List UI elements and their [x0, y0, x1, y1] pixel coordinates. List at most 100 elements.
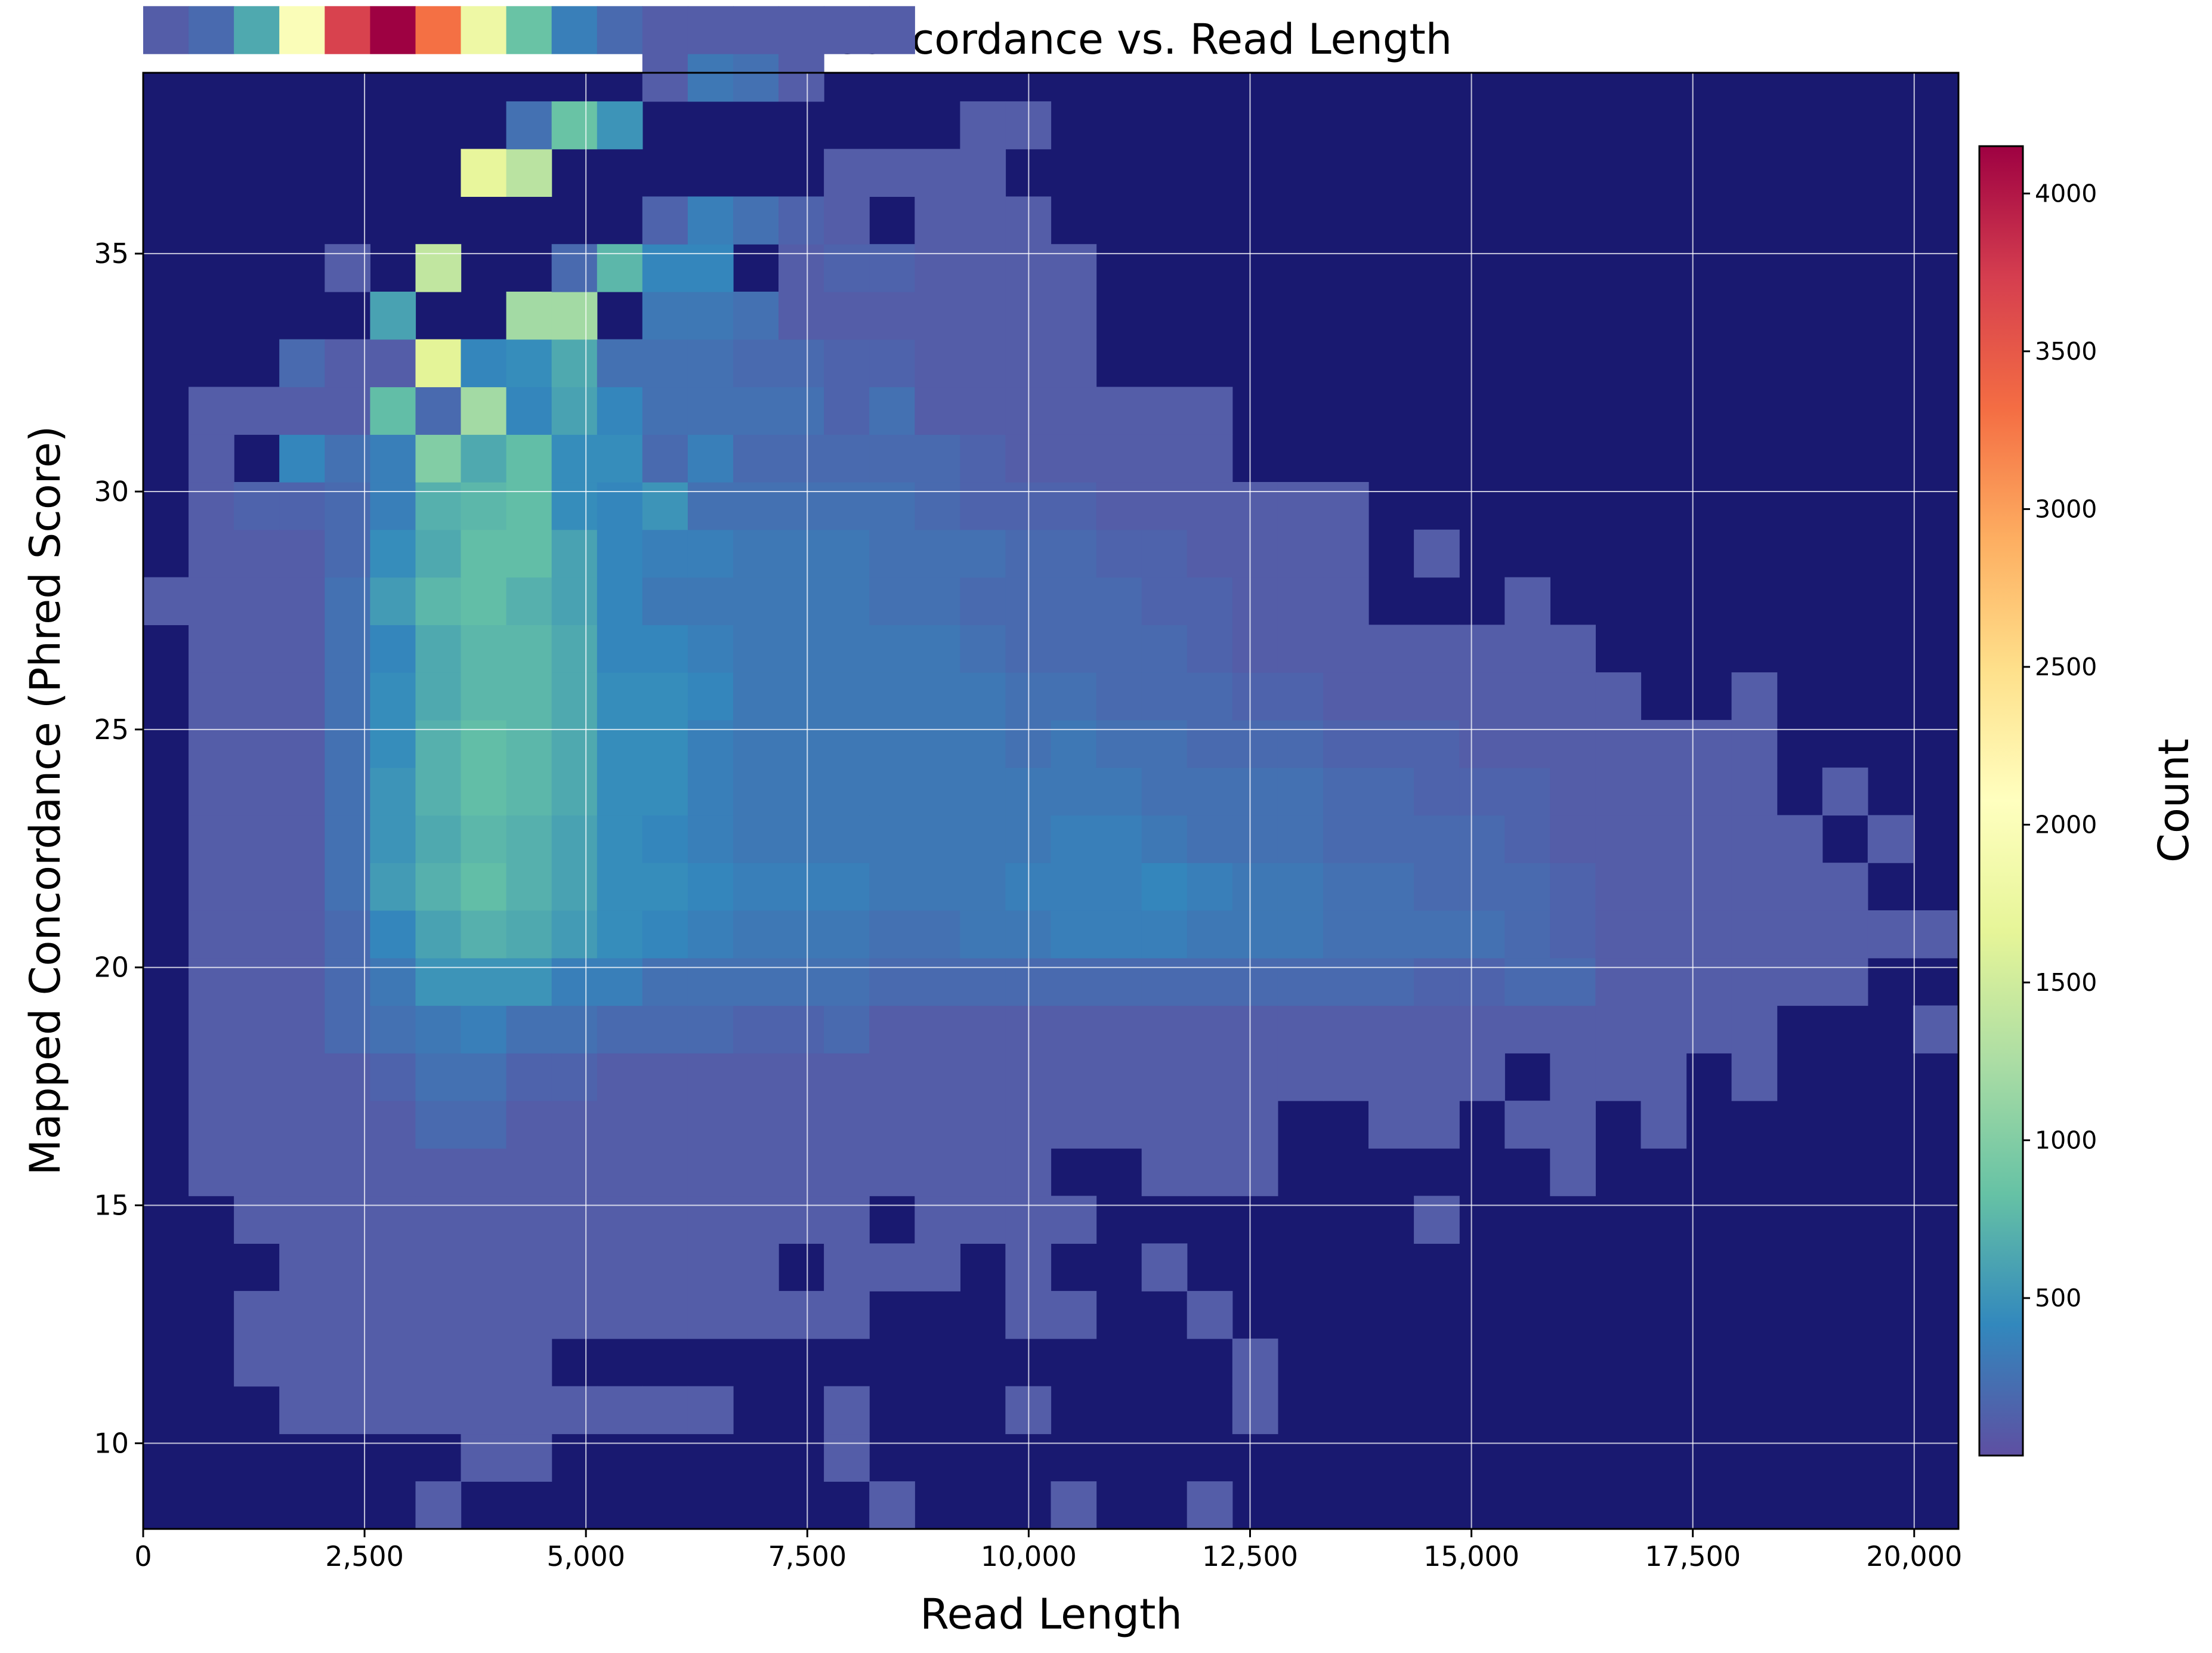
heatmap-cell: [551, 1195, 598, 1244]
heatmap-cell: [824, 387, 870, 435]
heatmap-cell: [1641, 767, 1687, 816]
heatmap-cell: [1550, 625, 1596, 673]
heatmap-cell: [1459, 957, 1505, 1006]
heatmap-cell: [551, 482, 598, 530]
heatmap-cell: [1187, 815, 1233, 863]
heatmap-cell: [461, 1195, 507, 1244]
heatmap-cell: [1731, 815, 1778, 863]
heatmap-cell: [370, 863, 416, 911]
heatmap-cell: [733, 434, 779, 483]
heatmap-cell: [869, 387, 915, 435]
heatmap-cell: [325, 767, 370, 816]
heatmap-cell: [960, 529, 1006, 578]
heatmap-cell: [1822, 910, 1868, 959]
heatmap-cell: [279, 6, 325, 54]
heatmap-cell: [506, 387, 552, 435]
heatmap-cell: [551, 767, 598, 816]
heatmap-cell: [1277, 719, 1324, 768]
heatmap-cell: [370, 1243, 416, 1291]
heatmap-cell: [642, 1053, 688, 1101]
heatmap-cell: [1096, 625, 1142, 673]
heatmap-cell: [415, 910, 462, 959]
heatmap-cell: [642, 672, 688, 721]
heatmap-cell: [824, 1148, 870, 1197]
heatmap-cell: [642, 529, 688, 578]
heatmap-cell: [234, 1148, 280, 1197]
heatmap-cell: [234, 1005, 280, 1053]
heatmap-cell: [461, 767, 507, 816]
heatmap-cell: [687, 1195, 734, 1244]
heatmap-cell: [824, 957, 870, 1006]
heatmap-cell: [597, 1148, 643, 1197]
heatmap-cell: [1323, 625, 1369, 673]
heatmap-cell: [1187, 577, 1233, 625]
heatmap-cell: [1414, 1005, 1460, 1053]
heatmap-cell: [1368, 1005, 1414, 1053]
heatmap-cell: [1414, 1053, 1460, 1101]
heatmap-cell: [1459, 863, 1505, 911]
heatmap-cell: [1277, 1053, 1324, 1101]
heatmap-cell: [551, 910, 598, 959]
heatmap-cell: [687, 719, 734, 768]
heatmap-cell: [234, 1101, 280, 1149]
x-tick-label: 5,000: [546, 1540, 625, 1572]
x-tick-label: 20,000: [1866, 1540, 1962, 1572]
heatmap-cell: [189, 1005, 234, 1053]
heatmap-cell: [1550, 815, 1596, 863]
heatmap-cell: [279, 1101, 325, 1149]
heatmap-cell: [1096, 1053, 1142, 1101]
heatmap-cell: [824, 291, 870, 340]
heatmap-cell: [461, 910, 507, 959]
heatmap-cell: [1414, 767, 1460, 816]
heatmap-cell: [461, 625, 507, 673]
heatmap-cell: [597, 1101, 643, 1149]
heatmap-cell: [415, 1243, 462, 1291]
y-tick-label: 15: [94, 1189, 129, 1222]
x-tick-label: 2,500: [325, 1540, 404, 1572]
heatmap-cell: [1096, 434, 1142, 483]
heatmap-cell: [1686, 910, 1732, 959]
heatmap-cell: [1686, 863, 1732, 911]
heatmap-cell: [551, 339, 598, 388]
heatmap-cell: [687, 815, 734, 863]
heatmap-cell: [1414, 529, 1460, 578]
heatmap-cell: [1096, 1005, 1142, 1053]
heatmap-cell: [1504, 1005, 1550, 1053]
heatmap-cell: [1141, 1101, 1188, 1149]
heatmap-cell: [642, 719, 688, 768]
heatmap-cell: [642, 482, 688, 530]
heatmap-cell: [1141, 815, 1188, 863]
heatmap-cell: [597, 482, 643, 530]
y-axis-title: Mapped Concordance (Phred Score): [21, 426, 70, 1176]
heatmap-cell: [279, 672, 325, 721]
heatmap-cell: [1051, 863, 1097, 911]
heatmap-cell: [415, 529, 462, 578]
heatmap-cell: [642, 1101, 688, 1149]
heatmap-cell: [1459, 815, 1505, 863]
heatmap-cell: [506, 719, 552, 768]
heatmap-cell: [824, 719, 870, 768]
heatmap-cell: [370, 434, 416, 483]
heatmap-cell: [461, 672, 507, 721]
heatmap-cell: [1686, 767, 1732, 816]
heatmap-cell: [733, 719, 779, 768]
heatmap-cell: [687, 482, 734, 530]
heatmap-cell: [824, 672, 870, 721]
x-tick-label: 10,000: [981, 1540, 1077, 1572]
heatmap-cell: [551, 815, 598, 863]
x-axis-title: Read Length: [920, 1590, 1182, 1639]
heatmap-cell: [506, 1291, 552, 1339]
heatmap-cell: [1323, 767, 1369, 816]
heatmap-cell: [869, 291, 915, 340]
heatmap-cell: [824, 1195, 870, 1244]
heatmap-cell: [506, 1386, 552, 1435]
heatmap-cell: [551, 863, 598, 911]
heatmap-cell: [1731, 910, 1778, 959]
heatmap-cell: [778, 1291, 824, 1339]
heatmap-cell: [1141, 529, 1188, 578]
heatmap-cell: [1414, 672, 1460, 721]
heatmap-cell: [1277, 863, 1324, 911]
heatmap-cell: [370, 815, 416, 863]
heatmap-cell: [415, 1291, 462, 1339]
heatmap-cell: [234, 863, 280, 911]
